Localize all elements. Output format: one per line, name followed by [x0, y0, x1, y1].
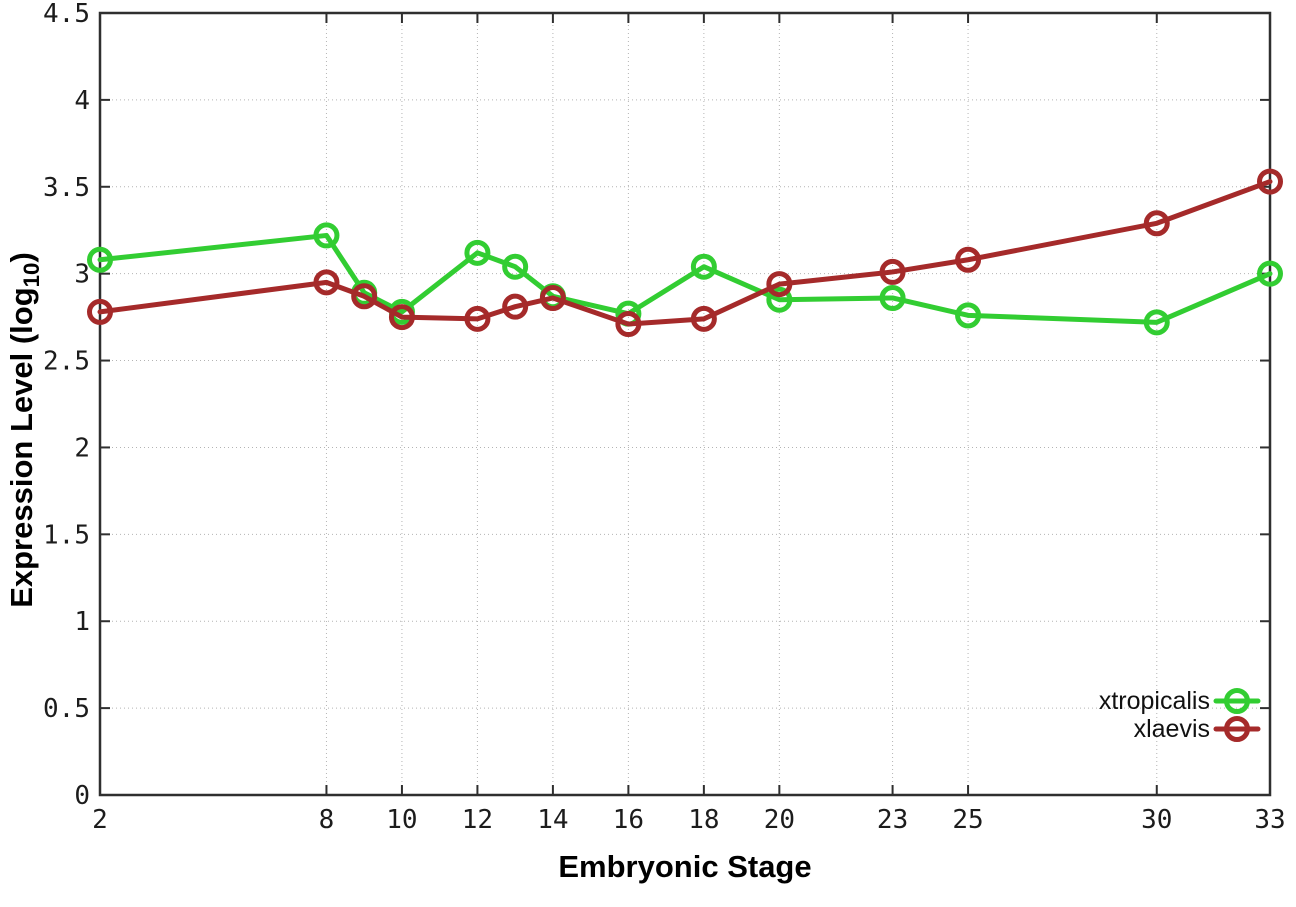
data-point-xlaevis: [1257, 168, 1283, 195]
data-point-xtropicalis: [313, 222, 340, 249]
legend-label-xtropicalis: xtropicalis: [1098, 687, 1210, 715]
y-axis-title: Expression Level (log10): [4, 180, 44, 680]
series-line-xtropicalis: [97, 232, 1273, 325]
data-point-xtropicalis: [766, 286, 793, 313]
x-tick-label: 25: [952, 805, 983, 835]
y-axis-title-close: ): [4, 252, 39, 263]
data-point-xlaevis: [615, 311, 642, 338]
data-point-xtropicalis: [879, 284, 906, 311]
y-tick-label: 4.5: [43, 0, 90, 29]
data-point-xtropicalis: [955, 302, 982, 329]
y-tick-label: 1.5: [43, 520, 90, 550]
x-tick-label: 33: [1254, 805, 1285, 835]
y-tick-label: 3: [74, 260, 90, 290]
data-point-xlaevis: [879, 258, 906, 285]
data-point-xlaevis: [502, 293, 529, 320]
x-tick-label: 14: [537, 805, 568, 835]
legend-sample-marker-xtropicalis: [1224, 688, 1250, 714]
x-tick-label: 30: [1141, 805, 1172, 835]
y-tick-label: 3.5: [43, 173, 90, 203]
data-point-xtropicalis: [87, 246, 113, 273]
data-point-xlaevis: [388, 304, 415, 331]
y-tick-label: 0: [74, 781, 90, 811]
y-tick-label: 2.5: [43, 347, 90, 377]
plot-border: [98, 11, 1272, 797]
x-tick-label: 12: [462, 805, 493, 835]
legend-label-xlaevis: xlaevis: [1133, 715, 1210, 743]
x-tick-label: 18: [688, 805, 719, 835]
data-point-xlaevis: [87, 298, 113, 325]
y-tick-label: 0.5: [43, 694, 90, 724]
data-point-xtropicalis: [502, 253, 529, 280]
y-axis-title-subscript: 10: [19, 262, 45, 288]
data-point-xlaevis: [766, 271, 793, 298]
data-point-xlaevis: [1143, 210, 1170, 237]
x-tick-label: 2: [92, 805, 108, 835]
data-point-xtropicalis: [690, 253, 717, 280]
x-tick-label: 23: [877, 805, 908, 835]
y-tick-label: 4: [74, 86, 90, 116]
data-point-xlaevis: [464, 305, 491, 332]
x-tick-label: 20: [764, 805, 795, 835]
x-tick-label: 10: [386, 805, 417, 835]
data-point-xlaevis: [955, 246, 982, 273]
y-tick-label: 1: [74, 607, 90, 637]
x-tick-label: 8: [319, 805, 335, 835]
data-point-xlaevis: [351, 283, 378, 310]
data-point-xtropicalis: [464, 239, 491, 266]
y-tick-label: 2: [74, 433, 90, 463]
data-point-xtropicalis: [1143, 309, 1170, 336]
data-point-xlaevis: [313, 269, 340, 296]
data-point-xlaevis: [690, 305, 717, 332]
legend-sample-marker-xlaevis: [1224, 716, 1250, 742]
series-line-xlaevis: [97, 179, 1273, 327]
data-point-xlaevis: [539, 284, 566, 311]
x-tick-label: 16: [613, 805, 644, 835]
x-axis-title: Embryonic Stage: [558, 849, 812, 884]
y-axis-title-text: Expression Level (log: [4, 287, 39, 608]
data-point-xtropicalis: [1257, 260, 1283, 287]
